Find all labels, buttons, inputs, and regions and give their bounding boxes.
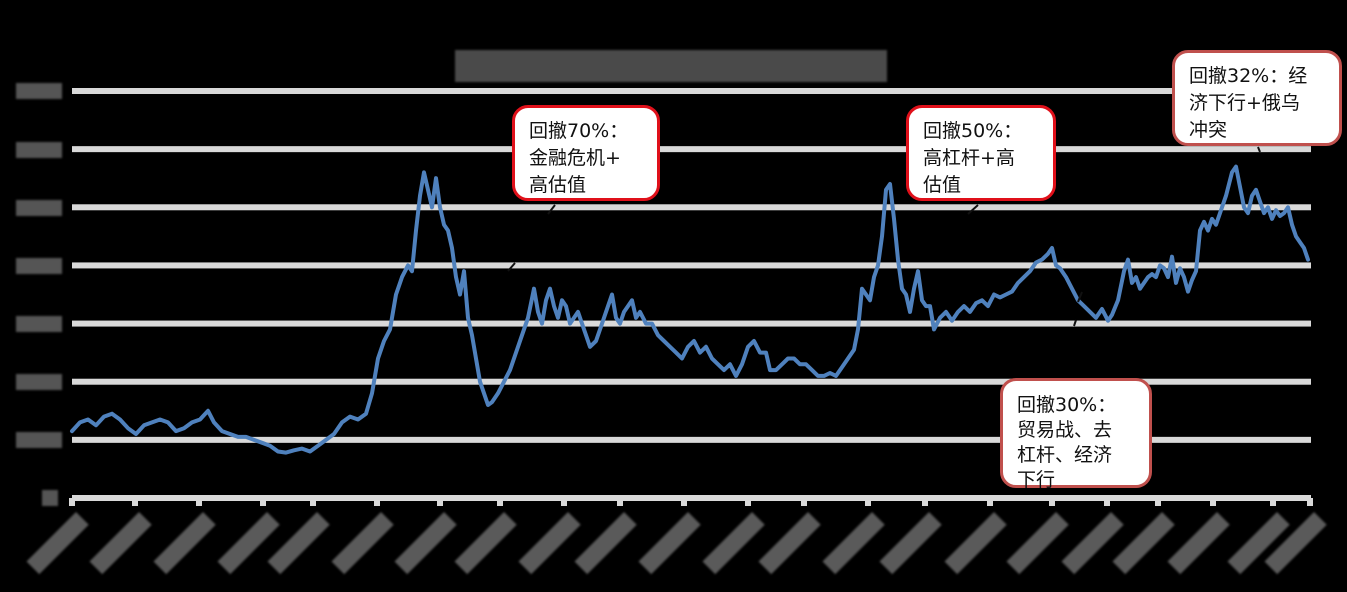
annotation-line: 回撤50%：	[923, 120, 1023, 142]
x-tick	[987, 498, 993, 506]
x-tick	[681, 498, 687, 506]
annotation-line: 高杠杆+高	[923, 147, 1015, 169]
annotation-recent-2022: 回撤32%：经 济下行+俄乌 冲突	[1172, 50, 1342, 146]
x-tick	[1270, 498, 1276, 506]
gridline	[72, 88, 1311, 94]
gridline	[72, 378, 1311, 385]
x-tick	[617, 498, 623, 506]
x-tick	[374, 498, 380, 506]
annotation-line: 杠杆、经济	[1017, 444, 1113, 466]
pointer-crisis	[547, 204, 556, 215]
annotation-leverage-2015: 回撤50%： 高杠杆+高 估值	[906, 105, 1056, 201]
annotation-line: 回撤70%：	[529, 120, 629, 142]
gridline	[72, 320, 1311, 327]
gridline	[72, 146, 1311, 153]
x-axis-ticks	[69, 498, 1313, 506]
x-tick	[310, 498, 316, 506]
x-tick	[1049, 498, 1055, 506]
y-tick-label	[16, 432, 62, 448]
x-tick	[69, 498, 75, 506]
x-tick	[260, 498, 266, 506]
x-tick	[437, 498, 443, 506]
pointer-trade	[1077, 291, 1083, 303]
y-tick-label	[16, 316, 62, 332]
y-tick-label	[16, 258, 62, 274]
pointer-recent	[1257, 146, 1261, 153]
annotation-line: 冲突	[1189, 119, 1228, 141]
annotation-line: 回撤30%：	[1017, 394, 1117, 416]
index-line-series	[70, 164, 1310, 455]
annotation-trade-war-2018: 回撤30%： 贸易战、去 杠杆、经济 下行	[1000, 378, 1152, 491]
x-tick	[561, 498, 567, 506]
gridlines	[72, 88, 1311, 501]
x-tick	[1307, 498, 1313, 506]
annotation-line: 金融危机+	[529, 147, 621, 169]
x-tick	[196, 498, 202, 506]
x-tick	[1210, 498, 1216, 506]
y-tick-label	[16, 142, 62, 158]
gridline	[72, 204, 1311, 211]
pointer-trade-2	[1073, 319, 1077, 327]
annotation-line: 高估值	[529, 174, 587, 196]
x-tick	[497, 498, 503, 506]
pointer-crisis-2	[507, 262, 516, 272]
callout-pointers	[507, 146, 1261, 327]
x-tick	[132, 498, 138, 506]
y-tick-label	[16, 374, 62, 390]
y-tick-label	[16, 83, 62, 99]
annotation-crisis-2008: 回撤70%： 金融危机+ 高估值	[512, 105, 660, 201]
y-tick-label	[16, 200, 62, 216]
gridline	[72, 262, 1311, 269]
x-tick	[745, 498, 751, 506]
pointer-leverage	[967, 204, 979, 215]
annotation-line: 济下行+俄乌	[1189, 92, 1300, 114]
gridline	[72, 436, 1311, 443]
annotation-line: 回撤32%：经	[1189, 65, 1308, 87]
y-tick-label-zero	[42, 490, 58, 506]
x-tick	[922, 498, 928, 506]
x-tick	[1155, 498, 1161, 506]
x-tick	[1104, 498, 1110, 506]
x-axis-line	[72, 495, 1311, 501]
x-tick	[865, 498, 871, 506]
annotation-line: 下行	[1017, 469, 1056, 491]
annotation-line: 估值	[923, 174, 962, 196]
annotation-line: 贸易战、去	[1017, 419, 1113, 441]
chart-title-obscured	[455, 50, 887, 82]
x-tick	[801, 498, 807, 506]
